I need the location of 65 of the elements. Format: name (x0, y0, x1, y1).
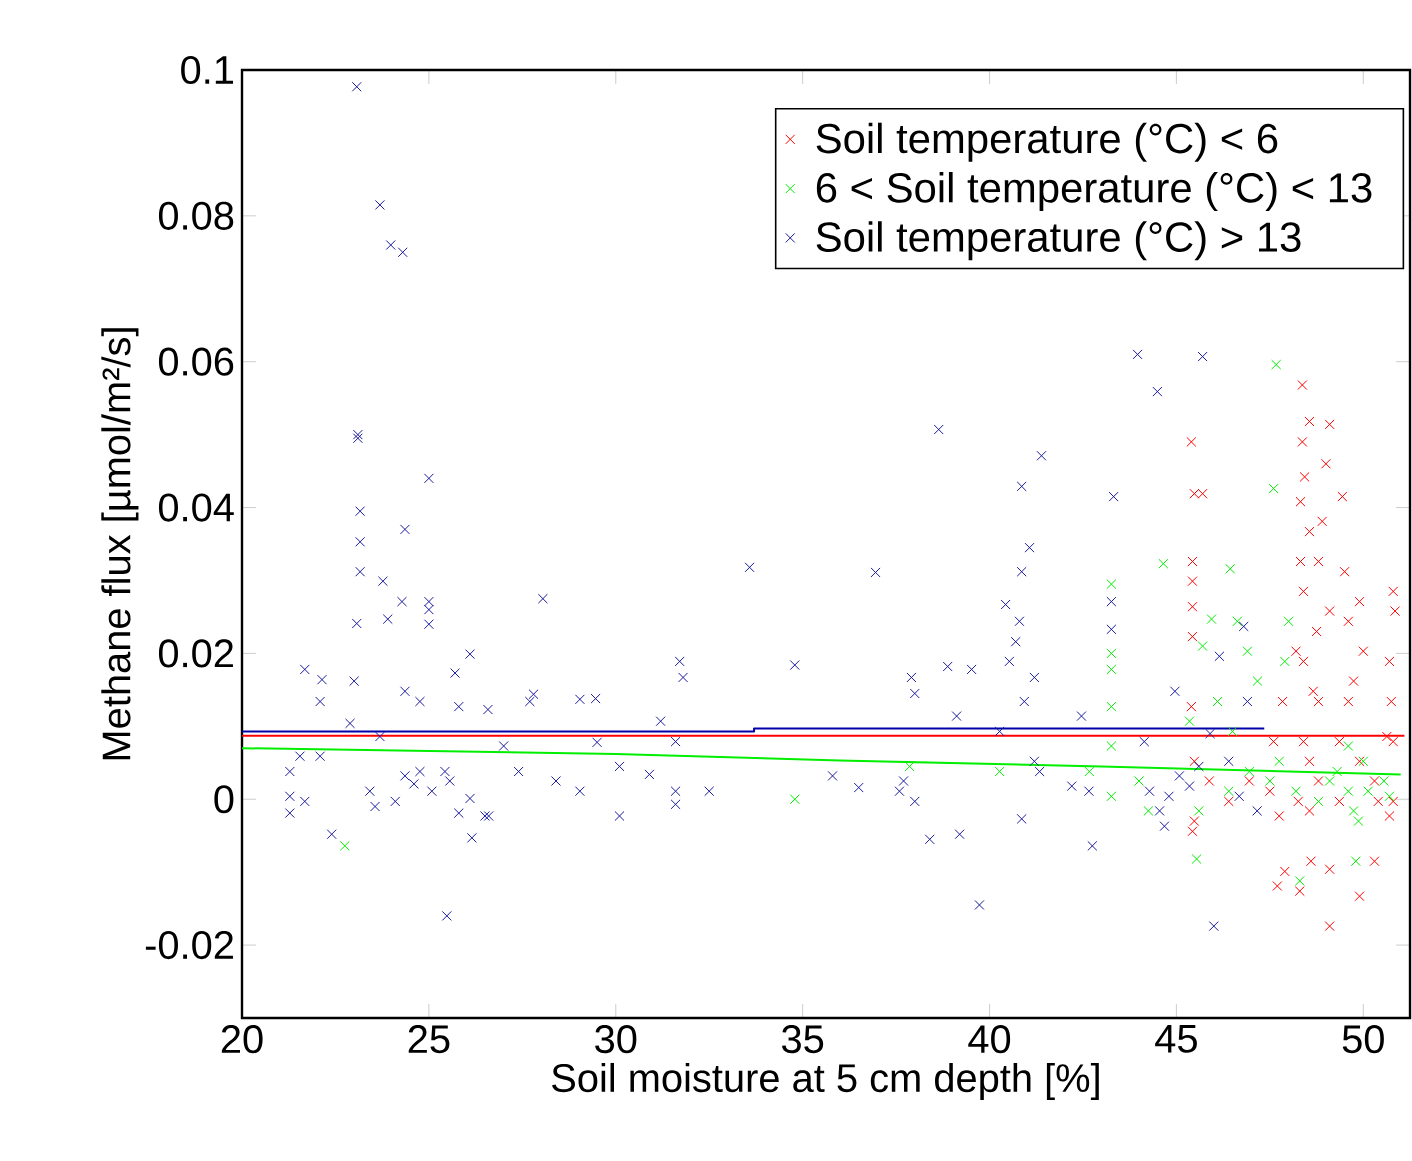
point (1106, 664, 1117, 675)
point (1264, 775, 1275, 787)
point (1350, 856, 1361, 867)
point (994, 766, 1005, 777)
point (1193, 805, 1204, 816)
y-tick-label: 0.08 (158, 201, 234, 230)
x-tick-label: 30 (595, 1025, 637, 1054)
point (1268, 483, 1279, 494)
point (1197, 641, 1208, 652)
point (1206, 614, 1217, 625)
y-tick-label: 0 (214, 785, 234, 814)
point (1252, 676, 1263, 687)
y-tick-label: 0.02 (158, 639, 233, 668)
point (1378, 775, 1389, 787)
legend-label: Soil temperature (°C) < 6 (816, 122, 1278, 162)
point (789, 794, 800, 805)
point (1106, 701, 1117, 712)
point (1223, 786, 1234, 797)
point (1279, 656, 1290, 667)
point (1106, 791, 1117, 802)
point (1106, 740, 1117, 752)
point (1384, 791, 1395, 802)
point (1232, 616, 1243, 627)
x-axis-title: Soil moisture at 5 cm depth [%] (552, 1062, 1099, 1101)
x-tick-label: 35 (782, 1025, 824, 1054)
legend-label: 6 < Soil temperature (°C) < 13 (816, 171, 1372, 211)
point (1294, 875, 1305, 886)
point (1134, 775, 1145, 787)
point (1191, 854, 1202, 865)
x-tick-label: 20 (221, 1025, 263, 1054)
point (1324, 775, 1335, 787)
y-tick-label: 0.04 (158, 493, 234, 522)
point (1343, 786, 1354, 797)
point (1313, 796, 1324, 807)
point (1348, 805, 1359, 816)
point (1332, 766, 1343, 777)
point (1184, 716, 1195, 727)
point (1274, 756, 1285, 767)
point (339, 840, 350, 851)
point (1143, 805, 1154, 816)
y-tick-label: -0.02 (145, 930, 233, 960)
point (1363, 786, 1374, 797)
point (1343, 740, 1354, 752)
legend-label: Soil temperature (°C) > 13 (816, 221, 1301, 261)
point (1106, 579, 1117, 590)
y-tick-label: 0.06 (158, 347, 234, 376)
y-tick-label: 0.1 (181, 55, 234, 85)
point (1158, 558, 1169, 569)
point (1353, 816, 1364, 827)
x-tick-label: 45 (1155, 1025, 1197, 1053)
x-tick-label: 40 (968, 1025, 1011, 1054)
point (1227, 726, 1238, 737)
point (1225, 563, 1236, 574)
point (1106, 648, 1117, 659)
point (1212, 696, 1223, 707)
point (1358, 756, 1369, 767)
y-axis-title: Methane flux [µmol/m²/s] (101, 328, 139, 760)
point (1242, 646, 1253, 657)
point (1084, 766, 1095, 777)
point (1271, 359, 1282, 370)
point (1290, 786, 1302, 797)
point (1283, 616, 1294, 627)
point (1244, 766, 1255, 777)
x-tick-label: 50 (1342, 1025, 1384, 1054)
x-tick-label: 25 (408, 1025, 450, 1054)
